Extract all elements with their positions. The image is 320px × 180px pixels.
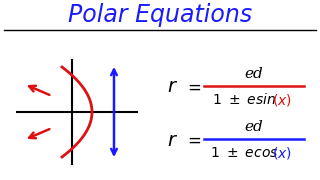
Text: $1\ \pm\ ecos$: $1\ \pm\ ecos$ <box>210 146 278 160</box>
Text: ed: ed <box>244 120 263 134</box>
Text: Polar Equations: Polar Equations <box>68 3 252 27</box>
Text: $1\ \pm\ esin$: $1\ \pm\ esin$ <box>212 93 276 107</box>
Text: $=$: $=$ <box>184 131 201 149</box>
Text: $r$: $r$ <box>167 78 178 96</box>
Text: $(x)$: $(x)$ <box>272 92 292 108</box>
Text: ed: ed <box>244 67 263 81</box>
Text: $(x)$: $(x)$ <box>272 145 292 161</box>
Text: $r$: $r$ <box>167 130 178 150</box>
Text: $=$: $=$ <box>184 78 201 96</box>
